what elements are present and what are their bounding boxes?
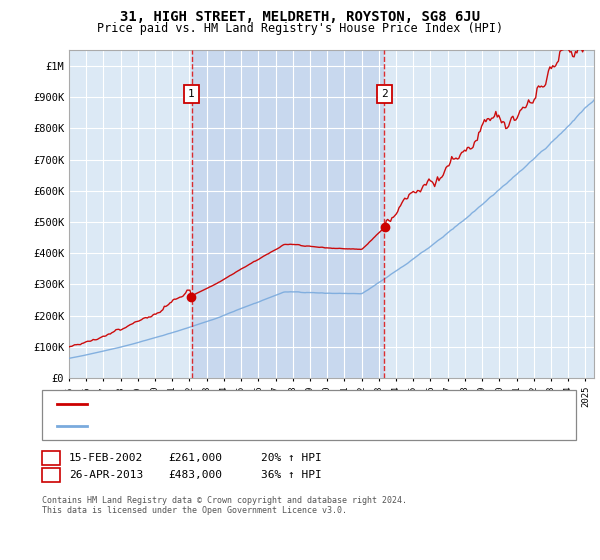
Text: Price paid vs. HM Land Registry's House Price Index (HPI): Price paid vs. HM Land Registry's House … bbox=[97, 22, 503, 35]
Bar bbox=[191, 50, 385, 378]
Text: £483,000: £483,000 bbox=[168, 470, 222, 480]
Text: 15-FEB-2002: 15-FEB-2002 bbox=[69, 453, 143, 463]
Text: 2: 2 bbox=[381, 89, 388, 99]
Text: Contains HM Land Registry data © Crown copyright and database right 2024.
This d: Contains HM Land Registry data © Crown c… bbox=[42, 496, 407, 515]
Text: 1: 1 bbox=[47, 453, 55, 463]
Text: 2: 2 bbox=[47, 470, 55, 480]
Text: 31, HIGH STREET, MELDRETH, ROYSTON, SG8 6JU (detached house): 31, HIGH STREET, MELDRETH, ROYSTON, SG8 … bbox=[93, 399, 468, 409]
Text: 36% ↑ HPI: 36% ↑ HPI bbox=[261, 470, 322, 480]
Text: 26-APR-2013: 26-APR-2013 bbox=[69, 470, 143, 480]
Text: £261,000: £261,000 bbox=[168, 453, 222, 463]
Text: HPI: Average price, detached house, South Cambridgeshire: HPI: Average price, detached house, Sout… bbox=[93, 421, 443, 431]
Text: 1: 1 bbox=[188, 89, 195, 99]
Text: 31, HIGH STREET, MELDRETH, ROYSTON, SG8 6JU: 31, HIGH STREET, MELDRETH, ROYSTON, SG8 … bbox=[120, 10, 480, 24]
Text: 20% ↑ HPI: 20% ↑ HPI bbox=[261, 453, 322, 463]
